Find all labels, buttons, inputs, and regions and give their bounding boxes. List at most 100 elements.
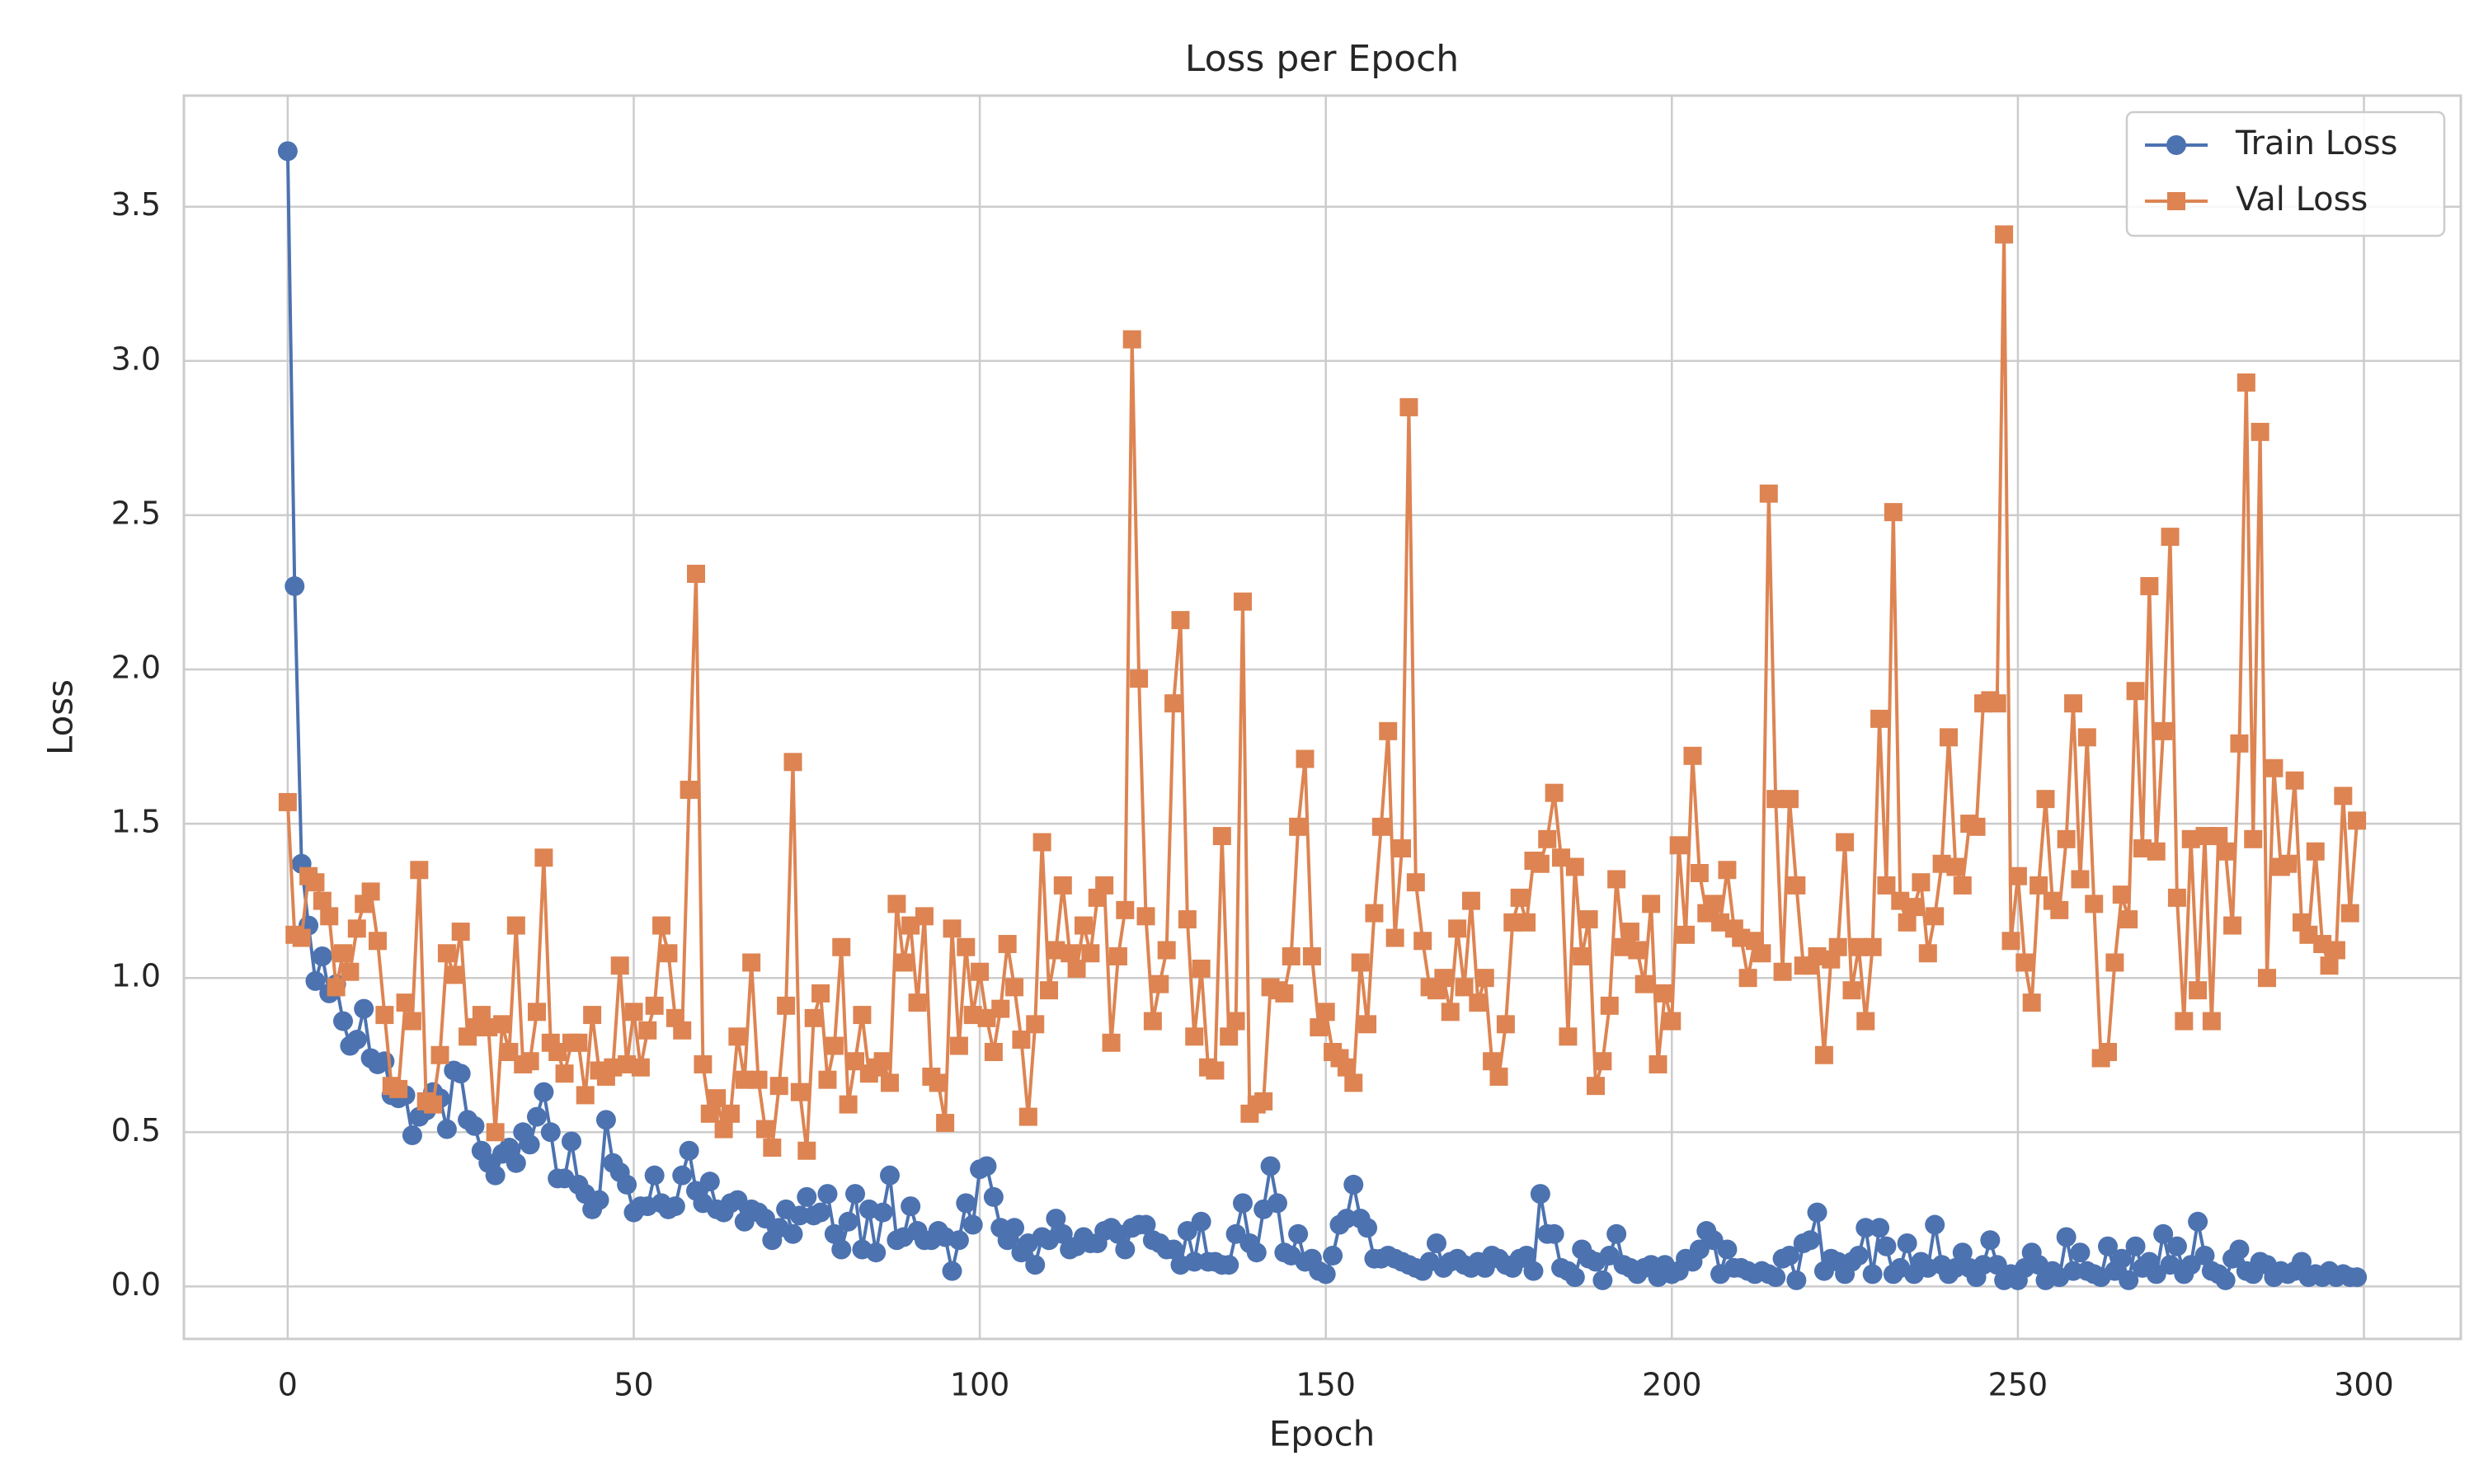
data-point [665, 1196, 685, 1217]
data-point [1026, 1015, 1045, 1034]
data-point [915, 907, 934, 926]
data-point [2167, 888, 2186, 907]
data-point [1593, 1052, 1612, 1071]
data-point [2126, 682, 2145, 701]
data-point [948, 1230, 969, 1251]
data-point [1759, 484, 1778, 503]
data-point [1483, 1052, 1502, 1071]
x-tick-label: 200 [1642, 1367, 1702, 1403]
data-point [2119, 910, 2138, 929]
data-point [1232, 1193, 1253, 1214]
data-point [2098, 1236, 2119, 1256]
data-point [956, 1193, 976, 1214]
data-point [374, 1051, 395, 1072]
data-point [2202, 1012, 2221, 1031]
data-point [1399, 397, 1418, 416]
data-point [464, 1115, 485, 1136]
data-point [1634, 974, 1653, 993]
data-point [818, 1070, 837, 1089]
data-point [963, 1006, 982, 1025]
legend-marker [2167, 192, 2185, 210]
data-point [1004, 1218, 1025, 1238]
data-point [1206, 1061, 1225, 1080]
data-point [569, 1033, 588, 1052]
data-point [1012, 1031, 1031, 1050]
data-point [700, 1104, 719, 1123]
data-point [1870, 1218, 1890, 1238]
data-point [305, 970, 326, 991]
data-point [1876, 1236, 1897, 1256]
data-point [1018, 1107, 1037, 1126]
data-point [721, 1104, 740, 1123]
data-point [2064, 694, 2083, 713]
data-point [1912, 873, 1931, 892]
data-point [2119, 1270, 2139, 1290]
data-point [908, 993, 927, 1012]
data-point [1503, 913, 1522, 932]
data-point [977, 1008, 996, 1027]
data-point [285, 575, 305, 596]
data-point [1642, 895, 1661, 913]
data-point [694, 1054, 713, 1073]
data-point [1663, 1012, 1681, 1031]
data-point [313, 891, 332, 910]
data-point [887, 895, 906, 913]
data-point [853, 1006, 872, 1025]
data-point [506, 916, 525, 935]
data-point [486, 1123, 505, 1142]
data-point [1586, 1077, 1605, 1096]
data-point [1995, 225, 2014, 244]
data-point [894, 953, 913, 972]
data-point [1717, 1239, 1738, 1260]
data-point [942, 1261, 962, 1281]
data-point [901, 916, 920, 935]
data-point [1884, 503, 1903, 522]
data-point [1184, 1252, 1205, 1272]
data-point [1573, 947, 1592, 965]
data-point [1870, 709, 1889, 728]
x-tick-label: 50 [614, 1367, 653, 1403]
data-point [1628, 941, 1647, 960]
data-point [659, 944, 678, 963]
data-point [320, 907, 339, 926]
data-point [1828, 937, 1847, 956]
data-point [1185, 1027, 1204, 1046]
data-point [618, 1054, 637, 1073]
data-point [1496, 1015, 1515, 1034]
data-point [1102, 1033, 1121, 1052]
data-point [1469, 993, 1488, 1012]
data-point [1807, 1202, 1827, 1223]
data-point [2265, 758, 2284, 777]
data-point [1130, 669, 1149, 688]
data-point [1510, 888, 1529, 907]
y-tick-label: 2.5 [111, 495, 161, 531]
data-point [617, 1174, 637, 1195]
data-point [1289, 817, 1308, 836]
data-point [1925, 1214, 1945, 1235]
data-point [2077, 728, 2096, 747]
data-point [708, 1089, 727, 1108]
y-tick-label: 1.0 [111, 958, 161, 994]
data-point [493, 1015, 512, 1034]
data-point [943, 919, 962, 938]
data-point [1980, 1230, 2001, 1251]
data-point [436, 1119, 457, 1139]
data-point [1773, 962, 1792, 981]
data-point [2111, 1248, 2132, 1269]
data-point [437, 944, 456, 963]
data-point [901, 1196, 921, 1217]
data-point [1606, 1223, 1627, 1244]
data-point [368, 932, 387, 951]
data-point [1254, 1092, 1273, 1111]
data-point [2036, 790, 2055, 809]
data-point [2175, 1012, 2194, 1031]
data-point [624, 1003, 643, 1021]
data-point [1655, 984, 1674, 1003]
data-point [1732, 928, 1751, 947]
data-point [396, 993, 415, 1012]
data-point [845, 1184, 866, 1205]
data-point [555, 1064, 574, 1083]
data-point [763, 1139, 782, 1157]
data-point [839, 1095, 858, 1114]
data-point [873, 1052, 892, 1071]
